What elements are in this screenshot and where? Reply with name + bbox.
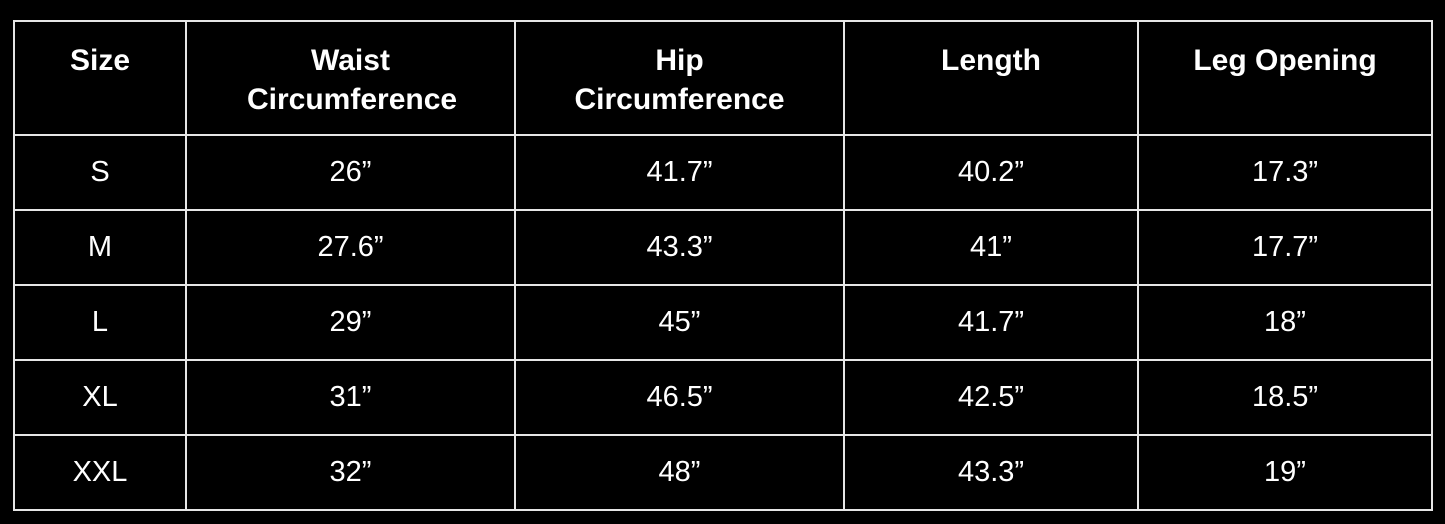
cell-size: XXL [13,434,187,511]
cell-hip: 48” [514,434,845,511]
cell-hip: 46.5” [514,359,845,436]
cell-size: M [13,209,187,286]
cell-hip: 43.3” [514,209,845,286]
table-row: XL 31” 46.5” 42.5” 18.5” [13,359,1433,436]
table-row: M 27.6” 43.3” 41” 17.7” [13,209,1433,286]
cell-hip: 41.7” [514,134,845,211]
cell-length: 41” [843,209,1139,286]
table-row: S 26” 41.7” 40.2” 17.3” [13,134,1433,211]
cell-size: XL [13,359,187,436]
table-row: L 29” 45” 41.7” 18” [13,284,1433,361]
cell-leg-opening: 19” [1137,434,1433,511]
header-hip: Hip Circumference [514,20,845,136]
cell-leg-opening: 17.3” [1137,134,1433,211]
table-row: XXL 32” 48” 43.3” 19” [13,434,1433,511]
header-size: Size [13,20,187,136]
cell-length: 42.5” [843,359,1139,436]
header-row: Size Waist Circumference Hip Circumferen… [13,20,1433,136]
cell-leg-opening: 18” [1137,284,1433,361]
header-waist: Waist Circumference [185,20,516,136]
cell-length: 43.3” [843,434,1139,511]
header-leg-opening: Leg Opening [1137,20,1433,136]
cell-leg-opening: 17.7” [1137,209,1433,286]
cell-length: 41.7” [843,284,1139,361]
cell-leg-opening: 18.5” [1137,359,1433,436]
cell-waist: 32” [185,434,516,511]
cell-waist: 29” [185,284,516,361]
cell-waist: 26” [185,134,516,211]
size-chart-table: Size Waist Circumference Hip Circumferen… [13,20,1433,511]
header-length: Length [843,20,1139,136]
cell-size: L [13,284,187,361]
cell-hip: 45” [514,284,845,361]
cell-length: 40.2” [843,134,1139,211]
cell-waist: 31” [185,359,516,436]
cell-waist: 27.6” [185,209,516,286]
cell-size: S [13,134,187,211]
